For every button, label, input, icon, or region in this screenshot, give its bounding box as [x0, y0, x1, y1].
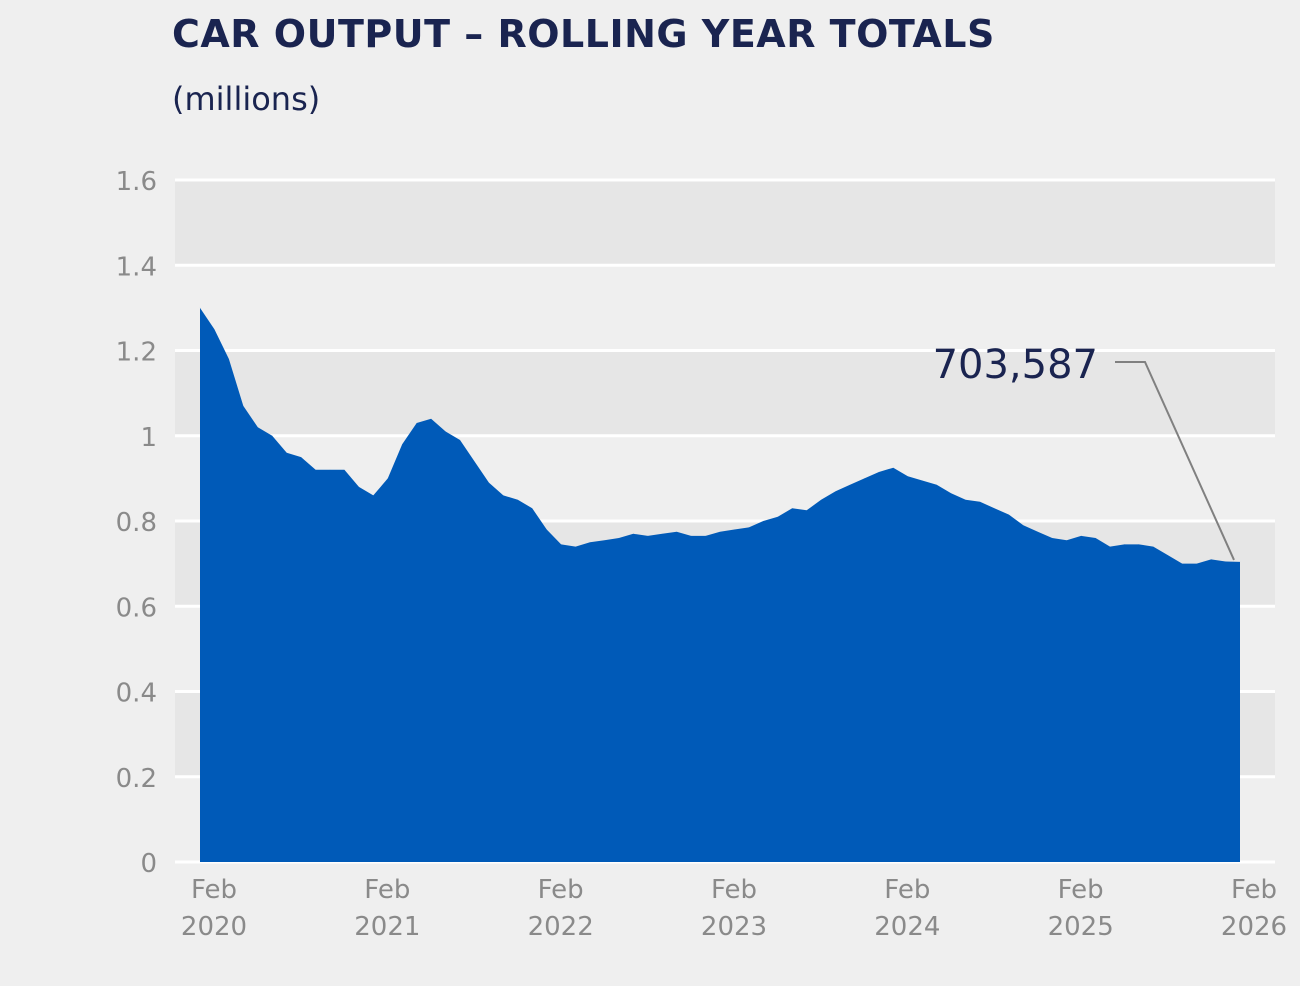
grid-band: [175, 350, 1275, 436]
y-tick-label: 1.6: [116, 167, 157, 197]
x-tick-month: Feb: [1058, 875, 1104, 905]
x-tick-month: Feb: [364, 875, 410, 905]
x-tick-month: Feb: [1231, 875, 1277, 905]
annotation-leader: [1115, 361, 1235, 561]
x-tick-year: 2023: [701, 912, 767, 942]
series-area: [200, 307, 1240, 862]
y-tick-label: 0.8: [116, 508, 157, 538]
y-tick-label: 0.6: [116, 593, 157, 623]
x-tick-month: Feb: [711, 875, 757, 905]
chart-title: CAR OUTPUT – ROLLING YEAR TOTALS: [172, 12, 995, 56]
x-tick-year: 2021: [354, 912, 420, 942]
y-tick-label: 0: [140, 849, 157, 879]
annotation-label: 703,587: [933, 342, 1098, 388]
x-tick-year: 2020: [181, 912, 247, 942]
y-tick-label: 1.4: [116, 252, 157, 282]
x-tick-month: Feb: [884, 875, 930, 905]
x-tick-year: 2026: [1221, 912, 1287, 942]
chart-subtitle: (millions): [172, 80, 321, 118]
y-tick-label: 0.4: [116, 679, 157, 709]
y-tick-label: 1.2: [116, 338, 157, 368]
x-tick-month: Feb: [191, 875, 237, 905]
x-tick-year: 2024: [874, 912, 940, 942]
x-tick-month: Feb: [538, 875, 584, 905]
x-tick-year: 2022: [528, 912, 594, 942]
y-tick-label: 1: [140, 423, 157, 453]
x-tick-year: 2025: [1048, 912, 1114, 942]
y-tick-label: 0.2: [116, 764, 157, 794]
grid-band: [175, 180, 1275, 266]
